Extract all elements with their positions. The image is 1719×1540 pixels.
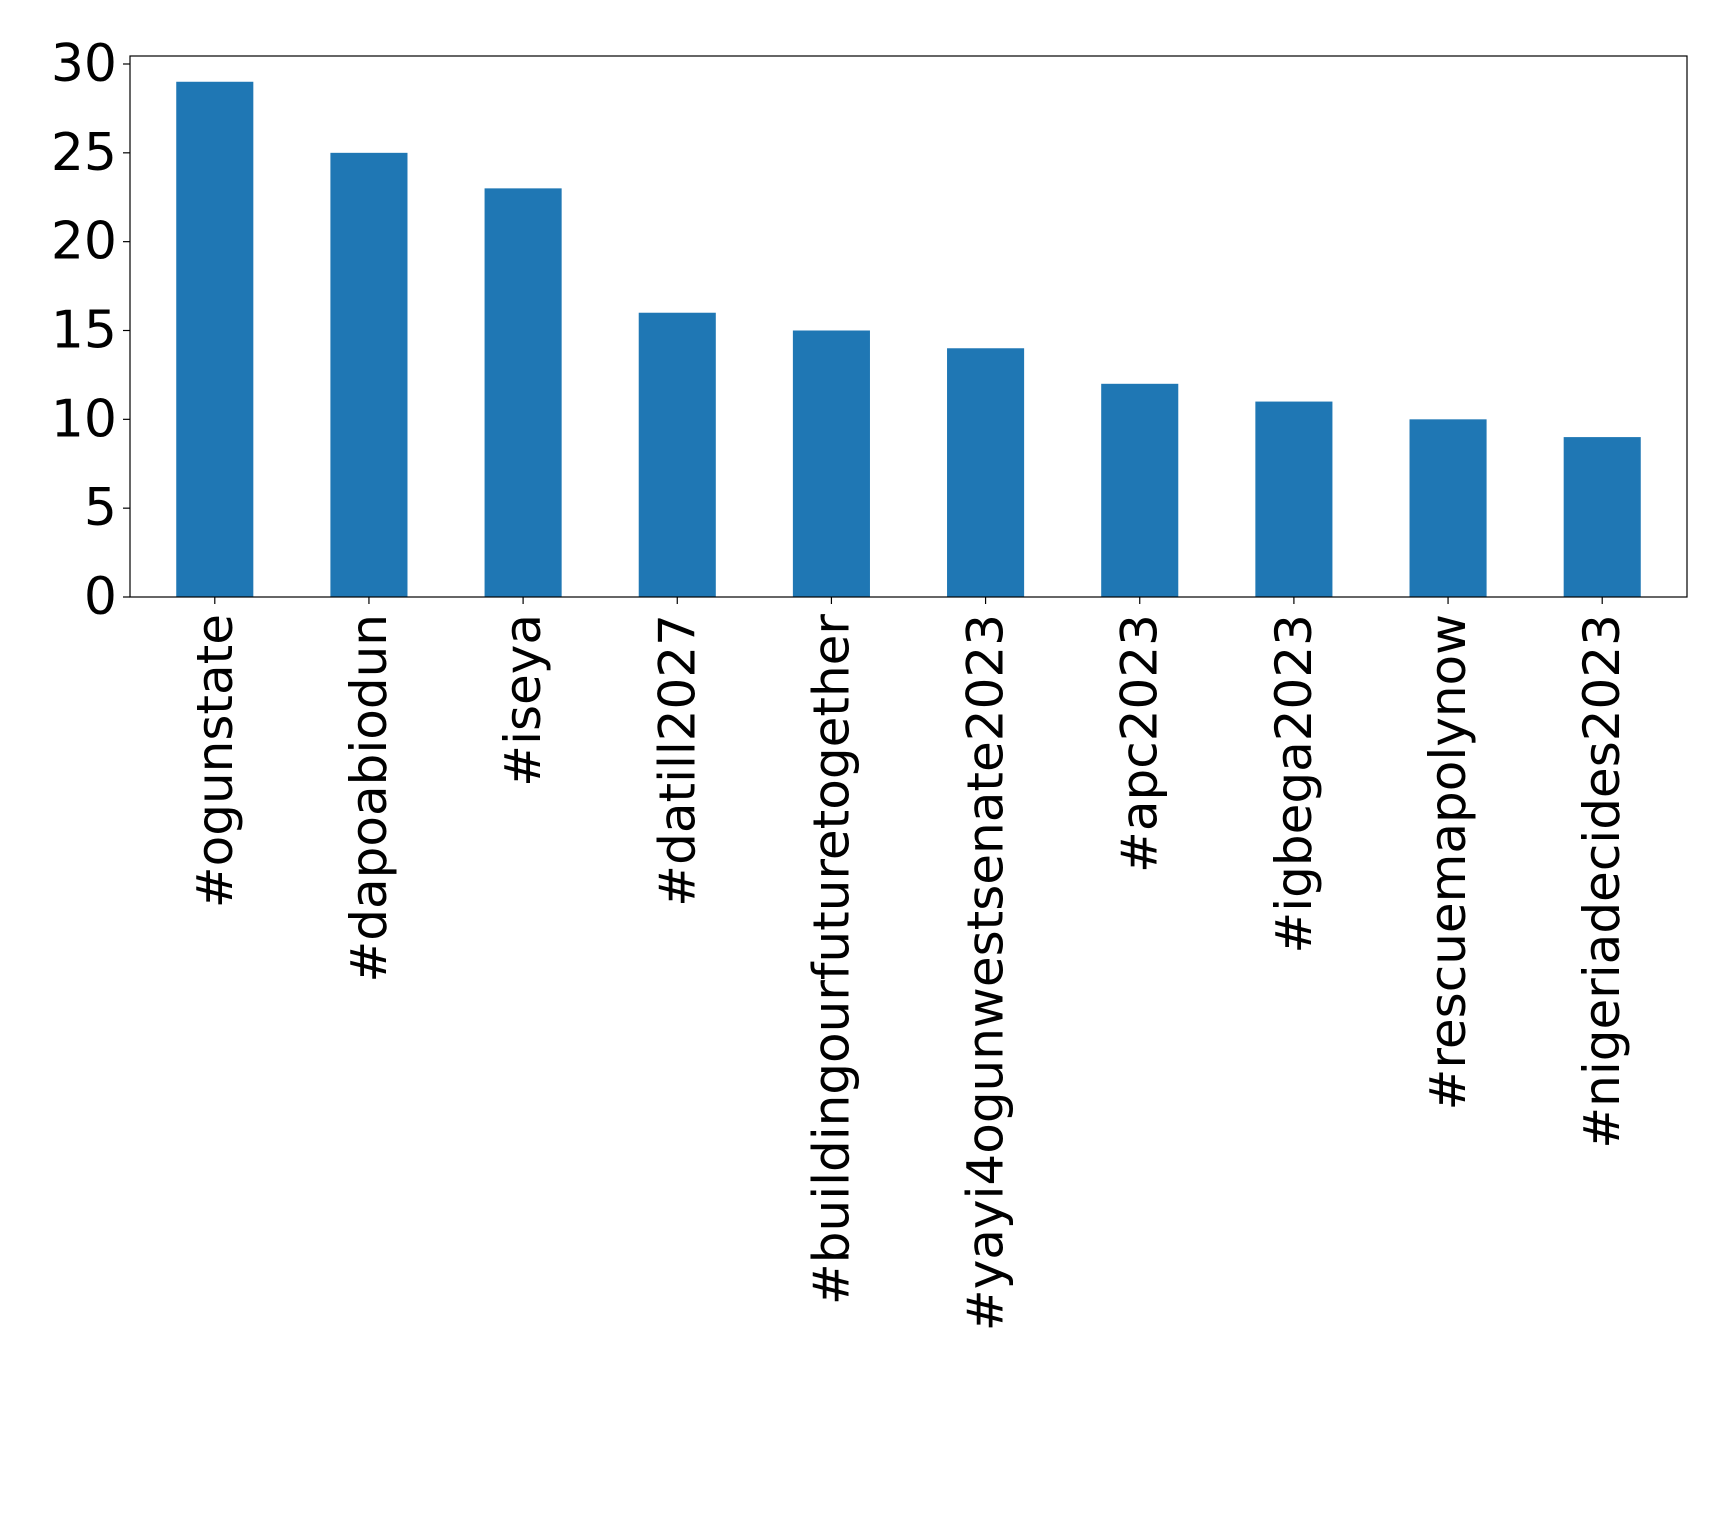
x-tick-label: #buildingourfuturetogether <box>802 614 860 1306</box>
x-tick-label: #ogunstate <box>186 614 244 908</box>
y-tick-label: 5 <box>84 478 117 538</box>
bar <box>176 81 254 597</box>
y-tick-label: 15 <box>51 300 117 360</box>
y-tick-label: 30 <box>51 34 117 94</box>
bar <box>947 348 1025 597</box>
y-tick-label: 10 <box>51 389 117 449</box>
bar <box>330 152 408 597</box>
bar <box>1563 437 1641 597</box>
bar <box>1255 401 1333 597</box>
bars-group <box>176 81 1641 597</box>
x-tick-label: #datill2027 <box>648 614 706 907</box>
y-tick-label: 0 <box>84 567 117 627</box>
bar <box>638 312 716 597</box>
x-tick-label: #iseya <box>494 614 552 787</box>
bar <box>792 330 870 597</box>
x-tick-label: #nigeriadecides2023 <box>1573 614 1631 1149</box>
y-tick-label: 25 <box>51 123 117 183</box>
x-tick-label: #rescuemapolynow <box>1419 614 1477 1110</box>
x-tick-label: #yayi4ogunwestsenate2023 <box>957 614 1015 1331</box>
x-tick-label: #apc2023 <box>1111 614 1169 873</box>
bar <box>1101 383 1179 597</box>
y-axis: 0 5 10 15 20 25 30 <box>51 34 130 627</box>
x-tick-label: #dapoabiodun <box>340 614 398 983</box>
x-tick-label: #igbega2023 <box>1265 614 1323 954</box>
x-axis: #ogunstate #dapoabiodun #iseya #datill2027 #… <box>186 597 1631 1331</box>
bar <box>484 188 562 597</box>
y-tick-label: 20 <box>51 212 117 272</box>
plot-frame <box>129 55 1688 598</box>
bar <box>1409 419 1487 597</box>
